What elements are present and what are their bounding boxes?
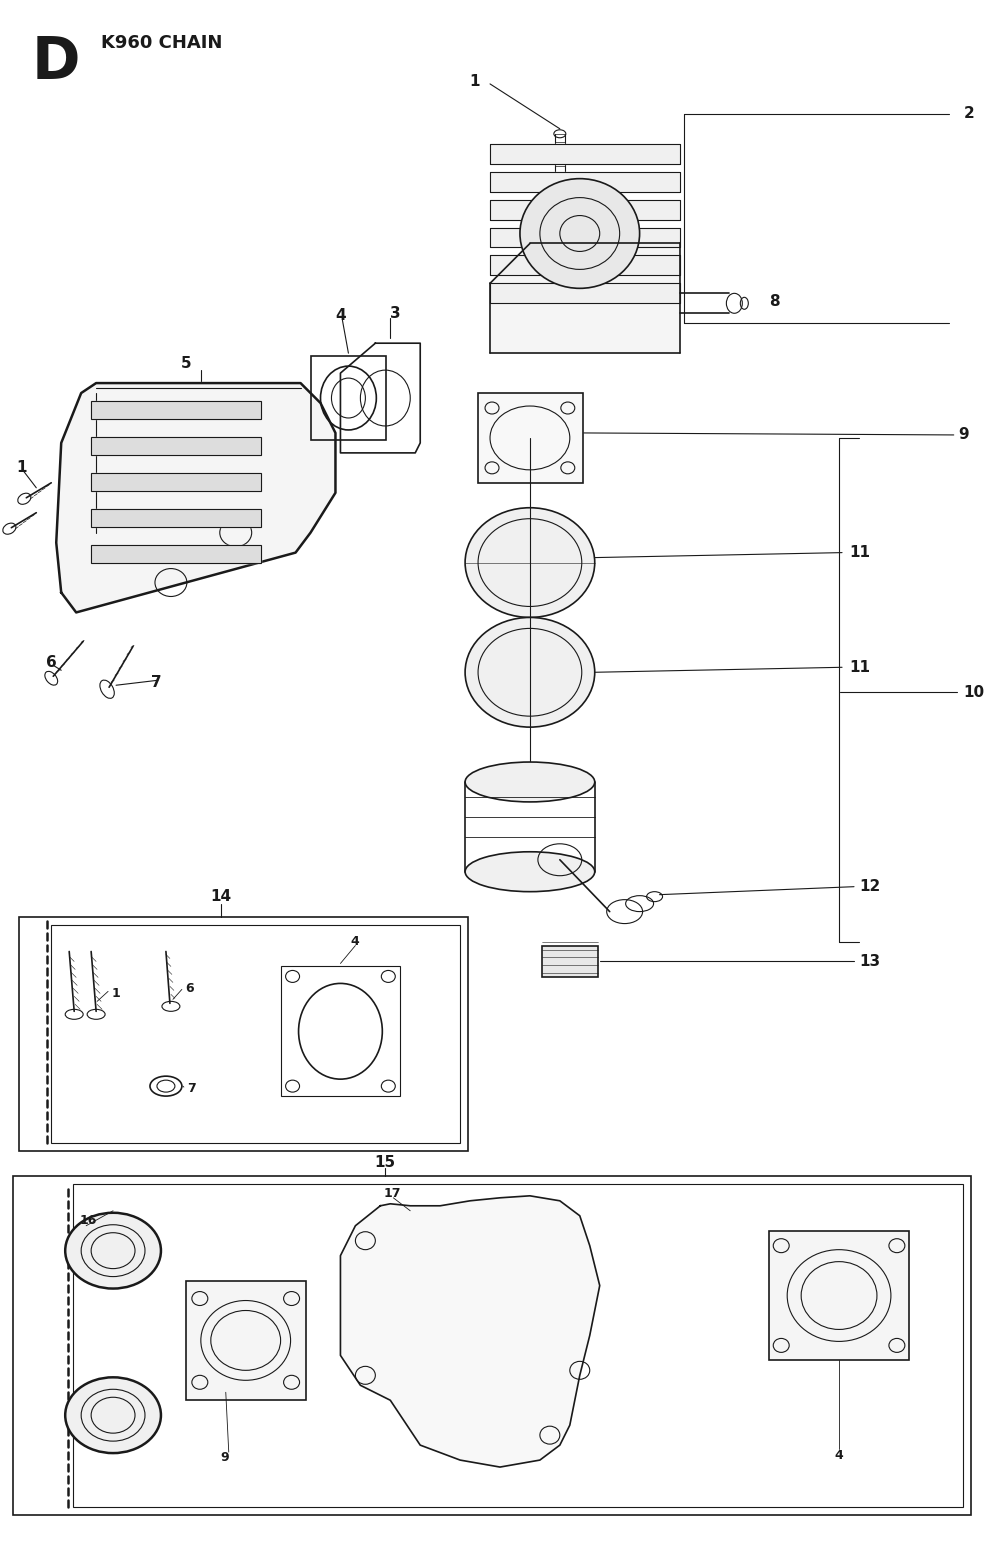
- Bar: [13, 1177, 971, 1514]
- Text: 4: 4: [350, 934, 359, 948]
- Polygon shape: [490, 256, 680, 276]
- Text: 7: 7: [151, 675, 162, 689]
- Text: 6: 6: [185, 982, 194, 995]
- Bar: [91, 436, 261, 455]
- Text: 2: 2: [964, 106, 974, 122]
- Bar: [73, 1184, 963, 1507]
- Text: 1: 1: [16, 461, 27, 475]
- Polygon shape: [490, 284, 680, 304]
- Polygon shape: [490, 199, 680, 219]
- Polygon shape: [490, 171, 680, 191]
- Text: K960 CHAIN: K960 CHAIN: [101, 34, 222, 52]
- Text: 7: 7: [187, 1081, 196, 1095]
- Bar: [478, 393, 583, 483]
- Bar: [91, 473, 261, 490]
- Ellipse shape: [520, 179, 640, 288]
- Ellipse shape: [465, 851, 595, 891]
- Ellipse shape: [65, 1377, 161, 1453]
- Text: 4: 4: [335, 308, 346, 322]
- Bar: [19, 916, 468, 1150]
- Polygon shape: [91, 473, 261, 490]
- Ellipse shape: [465, 507, 595, 617]
- Text: 9: 9: [959, 427, 969, 443]
- Polygon shape: [340, 344, 420, 453]
- Ellipse shape: [465, 762, 595, 802]
- Text: 16: 16: [79, 1214, 97, 1227]
- Polygon shape: [91, 544, 261, 563]
- Polygon shape: [490, 244, 680, 353]
- Polygon shape: [490, 143, 680, 163]
- Text: 12: 12: [859, 879, 880, 894]
- Bar: [91, 401, 261, 419]
- Polygon shape: [490, 228, 680, 247]
- Text: 10: 10: [964, 685, 985, 700]
- Text: D: D: [31, 34, 80, 91]
- Text: 4: 4: [835, 1448, 843, 1462]
- Text: 11: 11: [849, 660, 870, 675]
- Bar: [542, 945, 598, 978]
- Polygon shape: [91, 509, 261, 527]
- Text: 1: 1: [111, 987, 120, 999]
- Bar: [769, 1231, 909, 1360]
- Bar: [186, 1280, 306, 1400]
- Bar: [311, 356, 386, 439]
- Text: 3: 3: [390, 305, 401, 321]
- Text: 17: 17: [383, 1187, 401, 1200]
- Text: 1: 1: [470, 74, 480, 89]
- Text: 13: 13: [859, 954, 880, 968]
- Polygon shape: [340, 1195, 600, 1466]
- Text: 8: 8: [769, 295, 780, 308]
- Ellipse shape: [65, 1212, 161, 1289]
- Polygon shape: [56, 382, 335, 612]
- Text: 14: 14: [210, 890, 231, 904]
- Text: 9: 9: [221, 1451, 229, 1463]
- Bar: [281, 967, 400, 1096]
- Text: 6: 6: [46, 655, 57, 669]
- Text: 11: 11: [849, 546, 870, 560]
- Bar: [91, 509, 261, 527]
- Bar: [51, 925, 460, 1143]
- Polygon shape: [91, 436, 261, 455]
- Text: 15: 15: [375, 1155, 396, 1170]
- Text: 5: 5: [181, 356, 191, 370]
- Bar: [91, 544, 261, 563]
- Polygon shape: [91, 401, 261, 419]
- Ellipse shape: [465, 617, 595, 728]
